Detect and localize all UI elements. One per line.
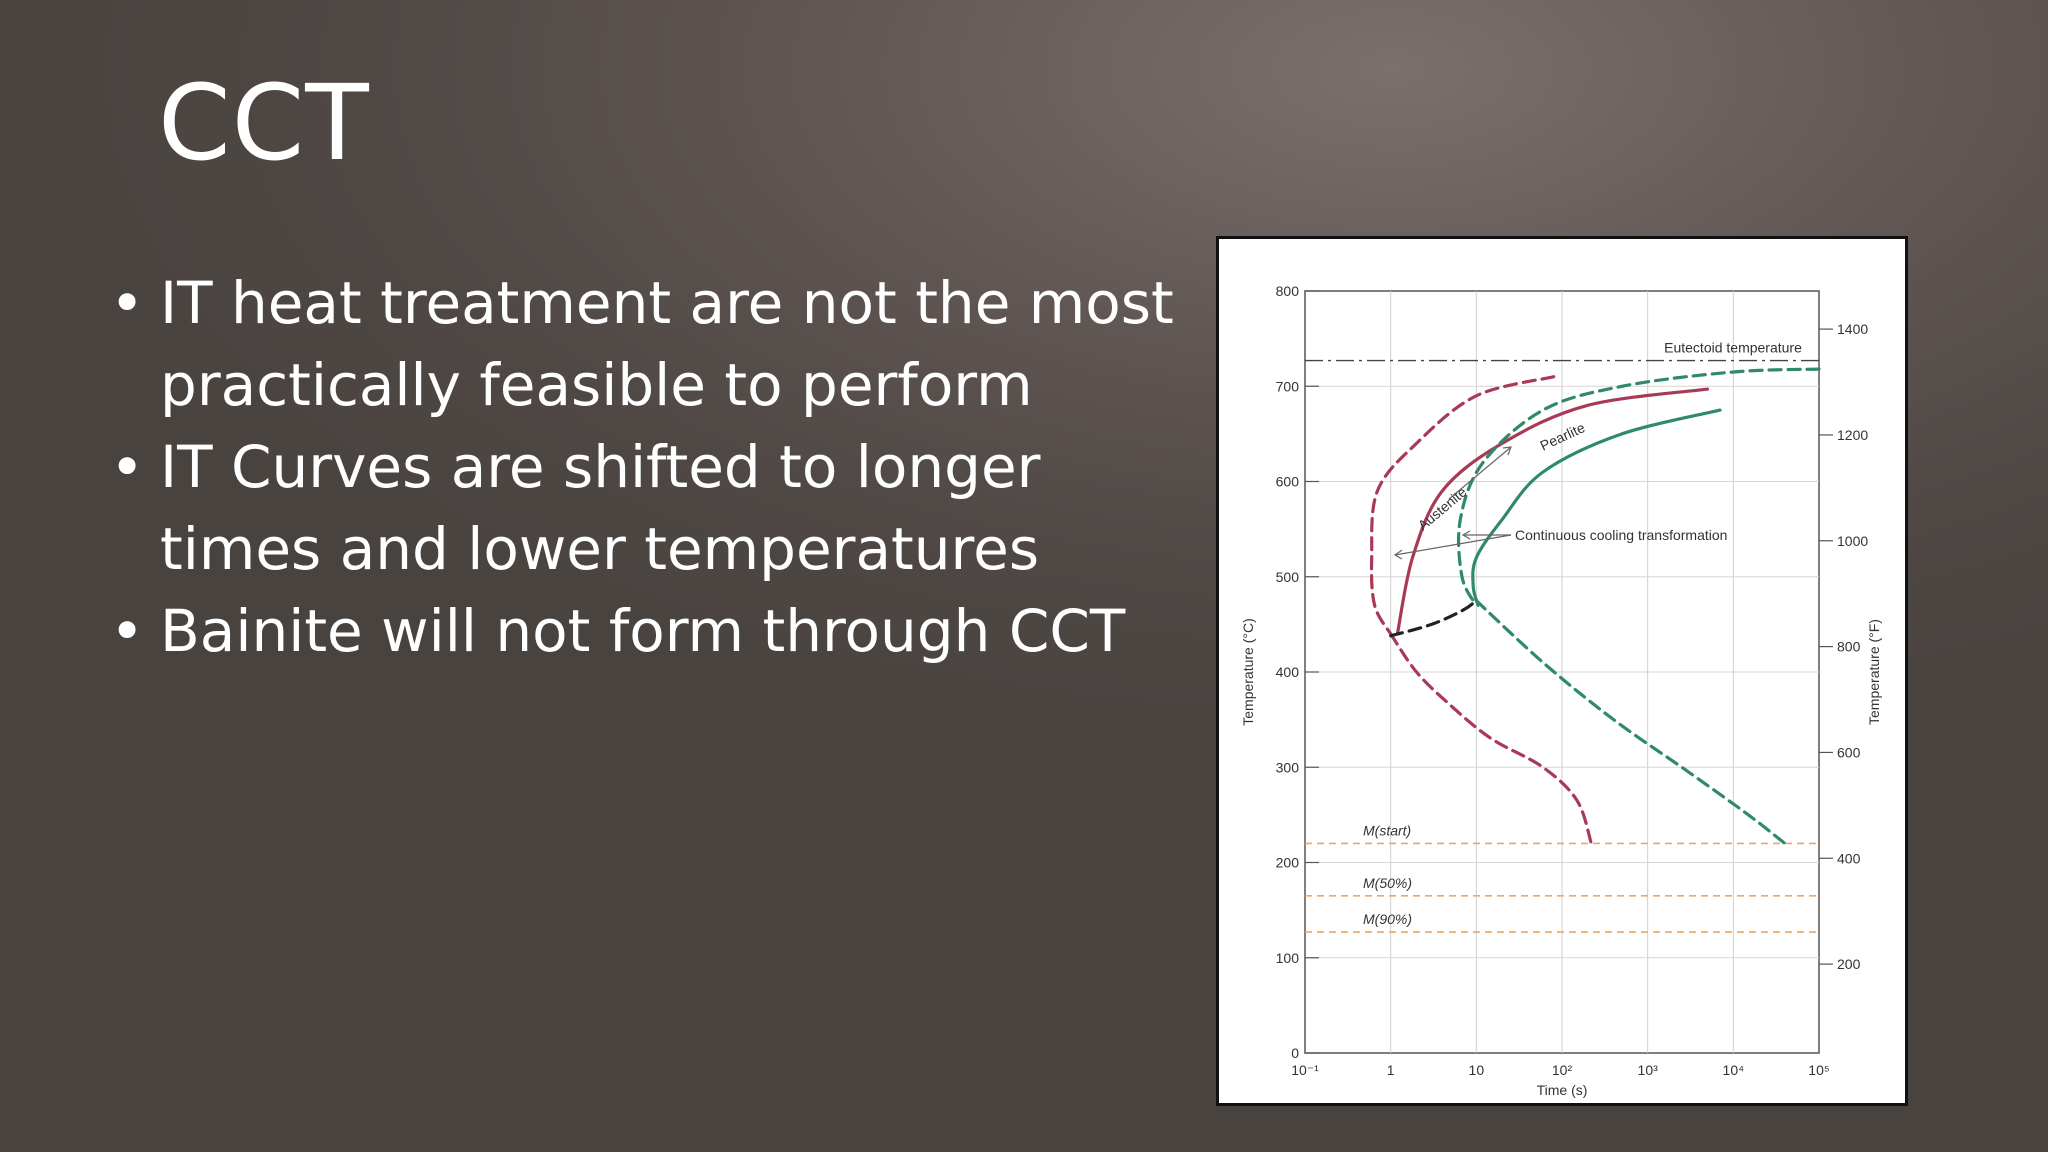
x-tick-label: 10³ [1638,1062,1659,1078]
y-tick-label: 700 [1276,378,1300,394]
bullet-text: IT Curves are shifted to longer times an… [160,433,1041,583]
bullet-item: • Bainite will not form through CCT [110,590,1210,672]
y-tick-label: 300 [1276,759,1300,775]
austenite-arrow-head [1502,446,1512,456]
x-tick-label: 1 [1387,1062,1395,1078]
bullet-dot-icon: • [110,433,145,501]
cct-start-curve [1456,367,1821,607]
y-tick-label: 800 [1276,283,1300,299]
bullet-text: IT heat treatment are not the most pract… [160,269,1174,419]
martensite-label: M(50%) [1363,875,1412,891]
cct-chart: Eutectoid temperature M(start) M(50%) M(90%… [1240,283,1882,1098]
bullet-list: • IT heat treatment are not the most pra… [110,262,1210,672]
bainite-link-curve [1389,599,1478,638]
eutectoid-label: Eutectoid temperature [1664,340,1802,356]
y2-tick-label: 1200 [1837,427,1868,443]
y2-tick-label: 600 [1837,744,1861,760]
bullet-dot-icon: • [110,269,145,337]
it-start-curve [1369,375,1556,636]
y-tick-label: 100 [1276,950,1300,966]
cct-arrow-1-head [1461,530,1471,540]
y2-axis-label: Temperature (°F) [1866,619,1882,725]
cct-finish-curve [1471,408,1722,607]
slide-title: CCT [158,62,370,184]
martensite-label: M(90%) [1363,911,1412,927]
x-tick-label: 10² [1552,1062,1573,1078]
it-finish-curve [1395,387,1710,636]
bullet-item: • IT Curves are shifted to longer times … [110,426,1210,590]
y2-tick-label: 1000 [1837,533,1868,549]
grid [1305,291,1819,1053]
bullet-text: Bainite will not form through CCT [160,597,1126,665]
cct-diagram-figure: Eutectoid temperature M(start) M(50%) M(90%… [1216,236,1908,1106]
x-tick-label: 10⁵ [1808,1062,1829,1078]
y-axis-label: Temperature (°C) [1240,618,1256,726]
curves [1369,367,1821,846]
axis-ticks: 10⁻¹ 1 10 10² 10³ 10⁴ 10⁵ 0 100 200 300 400 500 600 70… [1276,283,1869,1078]
y-tick-label: 200 [1276,855,1300,871]
y-tick-label: 0 [1291,1045,1299,1061]
y2-tick-label: 800 [1837,639,1861,655]
bullet-dot-icon: • [110,597,145,665]
reference-lines: Eutectoid temperature M(start) M(50%) M(90%… [1305,340,1819,933]
x-tick-label: 10 [1469,1062,1485,1078]
cct-arrow-2-head [1393,549,1403,560]
y-tick-label: 400 [1276,664,1300,680]
x-axis-label: Time (s) [1537,1082,1588,1098]
annotation-arrows [1393,446,1512,560]
y2-tick-label: 1400 [1837,321,1868,337]
cct-label: Continuous cooling transformation [1515,527,1727,543]
cct-arrow-2 [1394,534,1512,556]
it-lower-curve [1389,632,1593,846]
y2-tick-label: 200 [1837,956,1861,972]
y2-tick-label: 400 [1837,850,1861,866]
x-tick-label: 10⁴ [1723,1062,1745,1078]
martensite-label: M(start) [1363,822,1411,838]
y-tick-label: 600 [1276,474,1300,490]
cct-lower-curve [1474,599,1787,846]
bullet-item: • IT heat treatment are not the most pra… [110,262,1210,426]
x-tick-label: 10⁻¹ [1291,1062,1319,1078]
austenite-arrow [1448,446,1512,500]
y-tick-label: 500 [1276,569,1300,585]
